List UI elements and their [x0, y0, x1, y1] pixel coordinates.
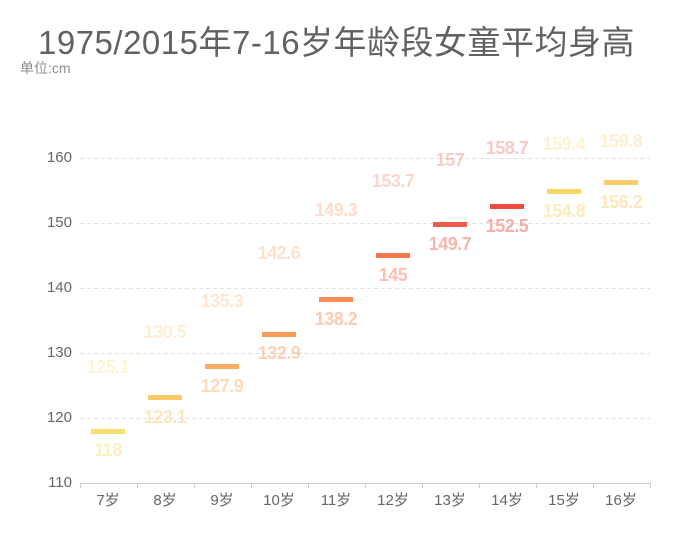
bar-mark-1975[interactable] [148, 395, 182, 401]
value-label-2015: 159.8 [599, 131, 643, 152]
y-axis-tick-label: 160 [46, 149, 72, 166]
value-label-2015: 158.7 [485, 138, 529, 159]
value-label-2015: 135.3 [200, 290, 244, 311]
y-axis-tick-label: 140 [46, 279, 72, 296]
y-gridline [79, 287, 650, 289]
bar-mark-1975[interactable] [319, 297, 353, 303]
x-axis-tick [79, 483, 81, 488]
y-axis-tick-label: 110 [48, 474, 72, 491]
value-label-1975: 145 [378, 264, 408, 285]
value-label-1975: 156.2 [599, 191, 643, 212]
value-label-1975: 118 [94, 440, 122, 460]
y-axis-tick-label: 130 [46, 344, 72, 361]
value-label-2015: 130.5 [143, 321, 187, 342]
x-axis-category-label: 13岁 [434, 492, 466, 509]
y-axis-tick-label: 150 [46, 214, 72, 231]
value-label-1975: 154.8 [542, 200, 586, 221]
x-axis-category-label: 7岁 [96, 492, 120, 509]
x-axis-category-label: 12岁 [377, 492, 409, 509]
x-axis-tick [136, 483, 138, 488]
x-axis-tick [592, 483, 594, 488]
value-label-1975: 132.9 [257, 343, 301, 364]
value-label-1975: 127.9 [200, 375, 244, 396]
value-label-2015: 157 [435, 149, 465, 170]
value-label-2015: 153.7 [371, 170, 415, 191]
x-axis-category-label: 11岁 [320, 492, 352, 509]
bar-mark-1975[interactable] [205, 364, 239, 370]
x-axis-tick [250, 483, 252, 488]
x-axis-category-label: 8岁 [153, 492, 177, 509]
value-label-1975: 149.7 [428, 233, 472, 254]
chart-title: 1975/2015年7-16岁年龄段女童平均身高 [38, 24, 636, 61]
x-axis-category-label: 10岁 [263, 492, 295, 509]
x-axis-tick [478, 483, 480, 488]
x-axis-category-label: 15岁 [548, 492, 580, 509]
y-gridline [79, 222, 650, 224]
y-gridline [79, 417, 650, 419]
chart-unit-subtitle: 单位:cm [20, 60, 71, 76]
value-label-2015: 149.3 [314, 199, 358, 220]
value-label-1975: 152.5 [485, 215, 529, 236]
y-gridline [79, 352, 650, 354]
value-label-2015: 142.6 [257, 243, 301, 264]
value-label-2015: 125.1 [86, 356, 130, 377]
x-axis-category-label: 9岁 [210, 492, 234, 509]
value-label-1975: 123.1 [143, 406, 187, 427]
x-axis-tick [364, 483, 366, 488]
y-axis-tick-label: 120 [46, 409, 72, 426]
x-axis-tick [421, 483, 423, 488]
value-label-2015: 159.4 [542, 133, 586, 154]
x-axis-tick [307, 483, 309, 488]
bar-mark-1975[interactable] [91, 428, 125, 434]
x-axis-tick [649, 483, 651, 488]
bar-mark-1975[interactable] [490, 204, 524, 210]
x-axis-tick [193, 483, 195, 488]
value-label-1975: 138.2 [314, 308, 358, 329]
y-gridline [79, 157, 650, 159]
x-axis-category-label: 16岁 [605, 492, 637, 509]
bar-mark-1975[interactable] [262, 331, 296, 337]
x-axis-category-label: 14岁 [491, 492, 523, 509]
bar-mark-1975[interactable] [376, 253, 410, 258]
x-axis-tick [535, 483, 537, 488]
bar-mark-1975[interactable] [433, 222, 467, 228]
bar-mark-1975[interactable] [604, 180, 638, 186]
bar-mark-1975[interactable] [547, 189, 581, 195]
